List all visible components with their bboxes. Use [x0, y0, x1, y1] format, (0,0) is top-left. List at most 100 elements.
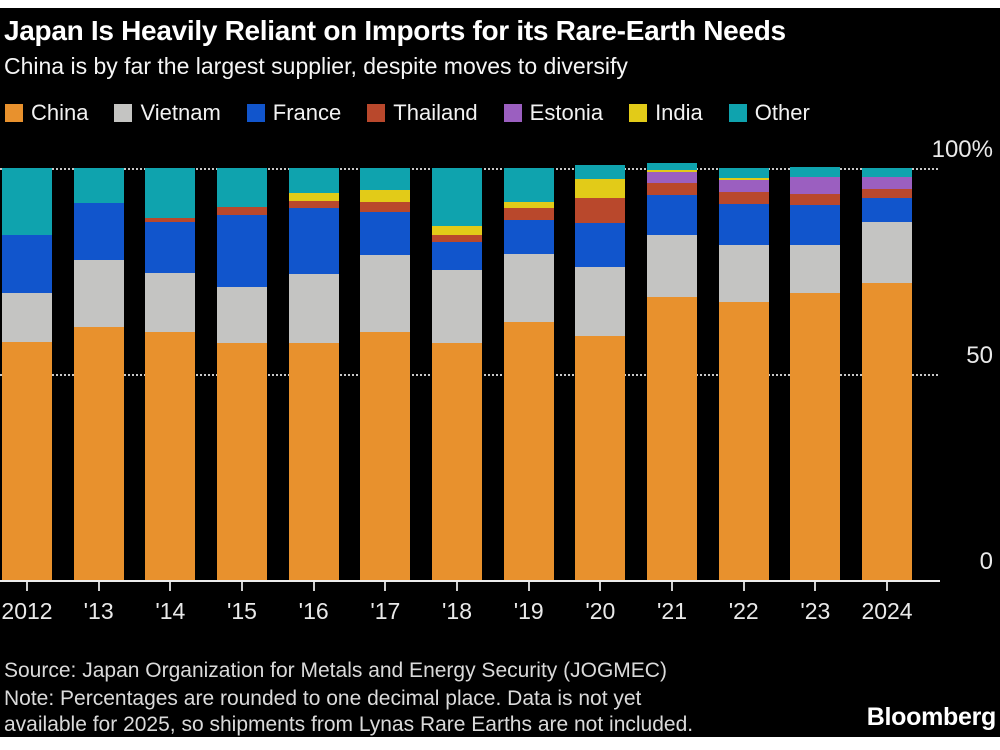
- x-axis-tick: [384, 582, 387, 591]
- bar-segment-16-india: [288, 192, 339, 201]
- chart-subtitle: China is by far the largest supplier, de…: [4, 53, 628, 79]
- y-axis-label-50: 50: [966, 342, 993, 369]
- x-axis-tick: [169, 582, 172, 591]
- bar-segment-17-france: [360, 212, 411, 255]
- x-axis-label-23: '23: [800, 598, 831, 624]
- bar-segment-15-france: [217, 214, 267, 288]
- x-axis-label-14: '14: [155, 598, 186, 624]
- bar-segment-17-india: [360, 190, 411, 203]
- legend-item-india: India: [629, 100, 703, 126]
- x-axis-tick: [671, 582, 674, 591]
- bar-segment-2012-france: [2, 234, 52, 293]
- bar-segment-21-france: [647, 195, 698, 236]
- bar-segment-23-estonia: [790, 177, 841, 195]
- bar-segment-22-thailand: [718, 191, 769, 204]
- legend-label: Thailand: [393, 100, 478, 125]
- bar-segment-16-vietnam: [288, 274, 339, 344]
- bar-segment-16-thailand: [288, 200, 339, 209]
- bar-segment-2024-vietnam: [862, 221, 913, 283]
- bar-segment-16-other: [288, 168, 339, 193]
- legend-swatch-vietnam: [114, 104, 133, 122]
- legend-item-china: China: [5, 100, 88, 126]
- bar-segment-23-france: [790, 205, 841, 245]
- bar-segment-20-india: [575, 179, 626, 199]
- legend-swatch-china: [5, 104, 23, 122]
- y-axis-label-0: 0: [979, 548, 993, 575]
- bar-segment-21-vietnam: [647, 235, 698, 297]
- x-axis-label-18: '18: [442, 598, 472, 624]
- bar-segment-17-vietnam: [360, 254, 411, 332]
- bar-segment-21-china: [647, 296, 698, 580]
- x-axis-label-16: '16: [298, 598, 329, 624]
- bar-segment-18-india: [432, 226, 483, 236]
- x-axis-tick: [97, 582, 100, 591]
- bar-segment-2024-estonia: [862, 177, 913, 189]
- bar-segment-22-china: [718, 301, 769, 580]
- note-text-line2: available for 2025, so shipments from Ly…: [4, 713, 694, 736]
- bar-segment-15-vietnam: [217, 287, 267, 344]
- legend-label: Estonia: [529, 100, 604, 125]
- legend: China Vietnam France Thailand Estonia India Ot…: [5, 100, 810, 126]
- bar-segment-22-other: [718, 168, 769, 178]
- bar-segment-2012-vietnam: [2, 292, 52, 342]
- bar-segment-20-thailand: [575, 198, 626, 224]
- bar-segment-19-vietnam: [503, 254, 554, 323]
- bar-segment-13-china: [73, 327, 124, 580]
- bar-segment-2012-other: [2, 168, 52, 235]
- bar-segment-18-other: [432, 168, 483, 227]
- bar-segment-16-france: [288, 208, 339, 275]
- bar-segment-15-other: [217, 168, 267, 208]
- legend-swatch-other: [728, 104, 747, 122]
- bar-segment-14-vietnam: [145, 273, 196, 332]
- bar-segment-19-china: [503, 322, 554, 580]
- legend-item-france: France: [246, 100, 341, 126]
- bar-segment-16-china: [288, 343, 339, 580]
- x-axis-label-2012: 2012: [1, 598, 53, 624]
- legend-item-estonia: Estonia: [503, 100, 604, 126]
- bar-segment-2024-china: [862, 282, 913, 580]
- source-text: Source: Japan Organization for Metals an…: [4, 659, 667, 682]
- x-axis-tick: [886, 582, 889, 591]
- legend-swatch-france: [246, 104, 265, 122]
- x-axis-label-17: '17: [370, 598, 401, 624]
- x-axis-line: [0, 580, 940, 582]
- bar-segment-14-china: [145, 331, 196, 580]
- note-text-line1: Note: Percentages are rounded to one dec…: [4, 687, 642, 710]
- bar-segment-21-india: [647, 170, 698, 173]
- bar-segment-15-thailand: [217, 207, 267, 215]
- bar-segment-20-vietnam: [575, 267, 626, 337]
- legend-item-thailand: Thailand: [367, 100, 478, 126]
- x-axis-tick: [456, 582, 459, 591]
- x-axis-label-20: '20: [585, 598, 616, 624]
- bar-segment-18-china: [432, 343, 483, 580]
- x-axis-tick: [26, 582, 28, 591]
- bar-segment-19-india: [503, 201, 554, 208]
- y-axis-label-100: 100%: [931, 136, 993, 163]
- bar-segment-23-other: [790, 167, 841, 178]
- bar-segment-23-china: [790, 292, 841, 580]
- bar-segment-2012-china: [2, 341, 52, 580]
- x-axis-label-22: '22: [728, 598, 759, 624]
- legend-label: Other: [754, 100, 810, 125]
- legend-label: Vietnam: [140, 100, 221, 125]
- bar-segment-18-france: [432, 242, 483, 271]
- bar-segment-14-france: [145, 221, 196, 274]
- x-axis-tick: [742, 582, 745, 591]
- bar-segment-18-vietnam: [432, 270, 483, 344]
- bar-segment-20-china: [575, 336, 626, 580]
- bar-segment-14-other: [145, 168, 196, 218]
- bar-segment-17-thailand: [360, 202, 411, 213]
- bloomberg-logo: Bloomberg: [866, 703, 997, 731]
- bar-segment-2024-other: [862, 168, 913, 178]
- bar-segment-15-china: [217, 343, 267, 580]
- chart-title: Japan Is Heavily Reliant on Imports for …: [4, 15, 786, 46]
- legend-item-vietnam: Vietnam: [114, 100, 221, 126]
- x-axis-label-19: '19: [513, 598, 544, 624]
- x-axis-tick: [312, 582, 315, 591]
- bar-segment-13-vietnam: [73, 259, 124, 328]
- bar-segment-19-thailand: [503, 207, 554, 220]
- x-axis-label-21: '21: [657, 598, 687, 624]
- x-axis-tick: [241, 582, 243, 591]
- x-axis-tick: [814, 582, 817, 591]
